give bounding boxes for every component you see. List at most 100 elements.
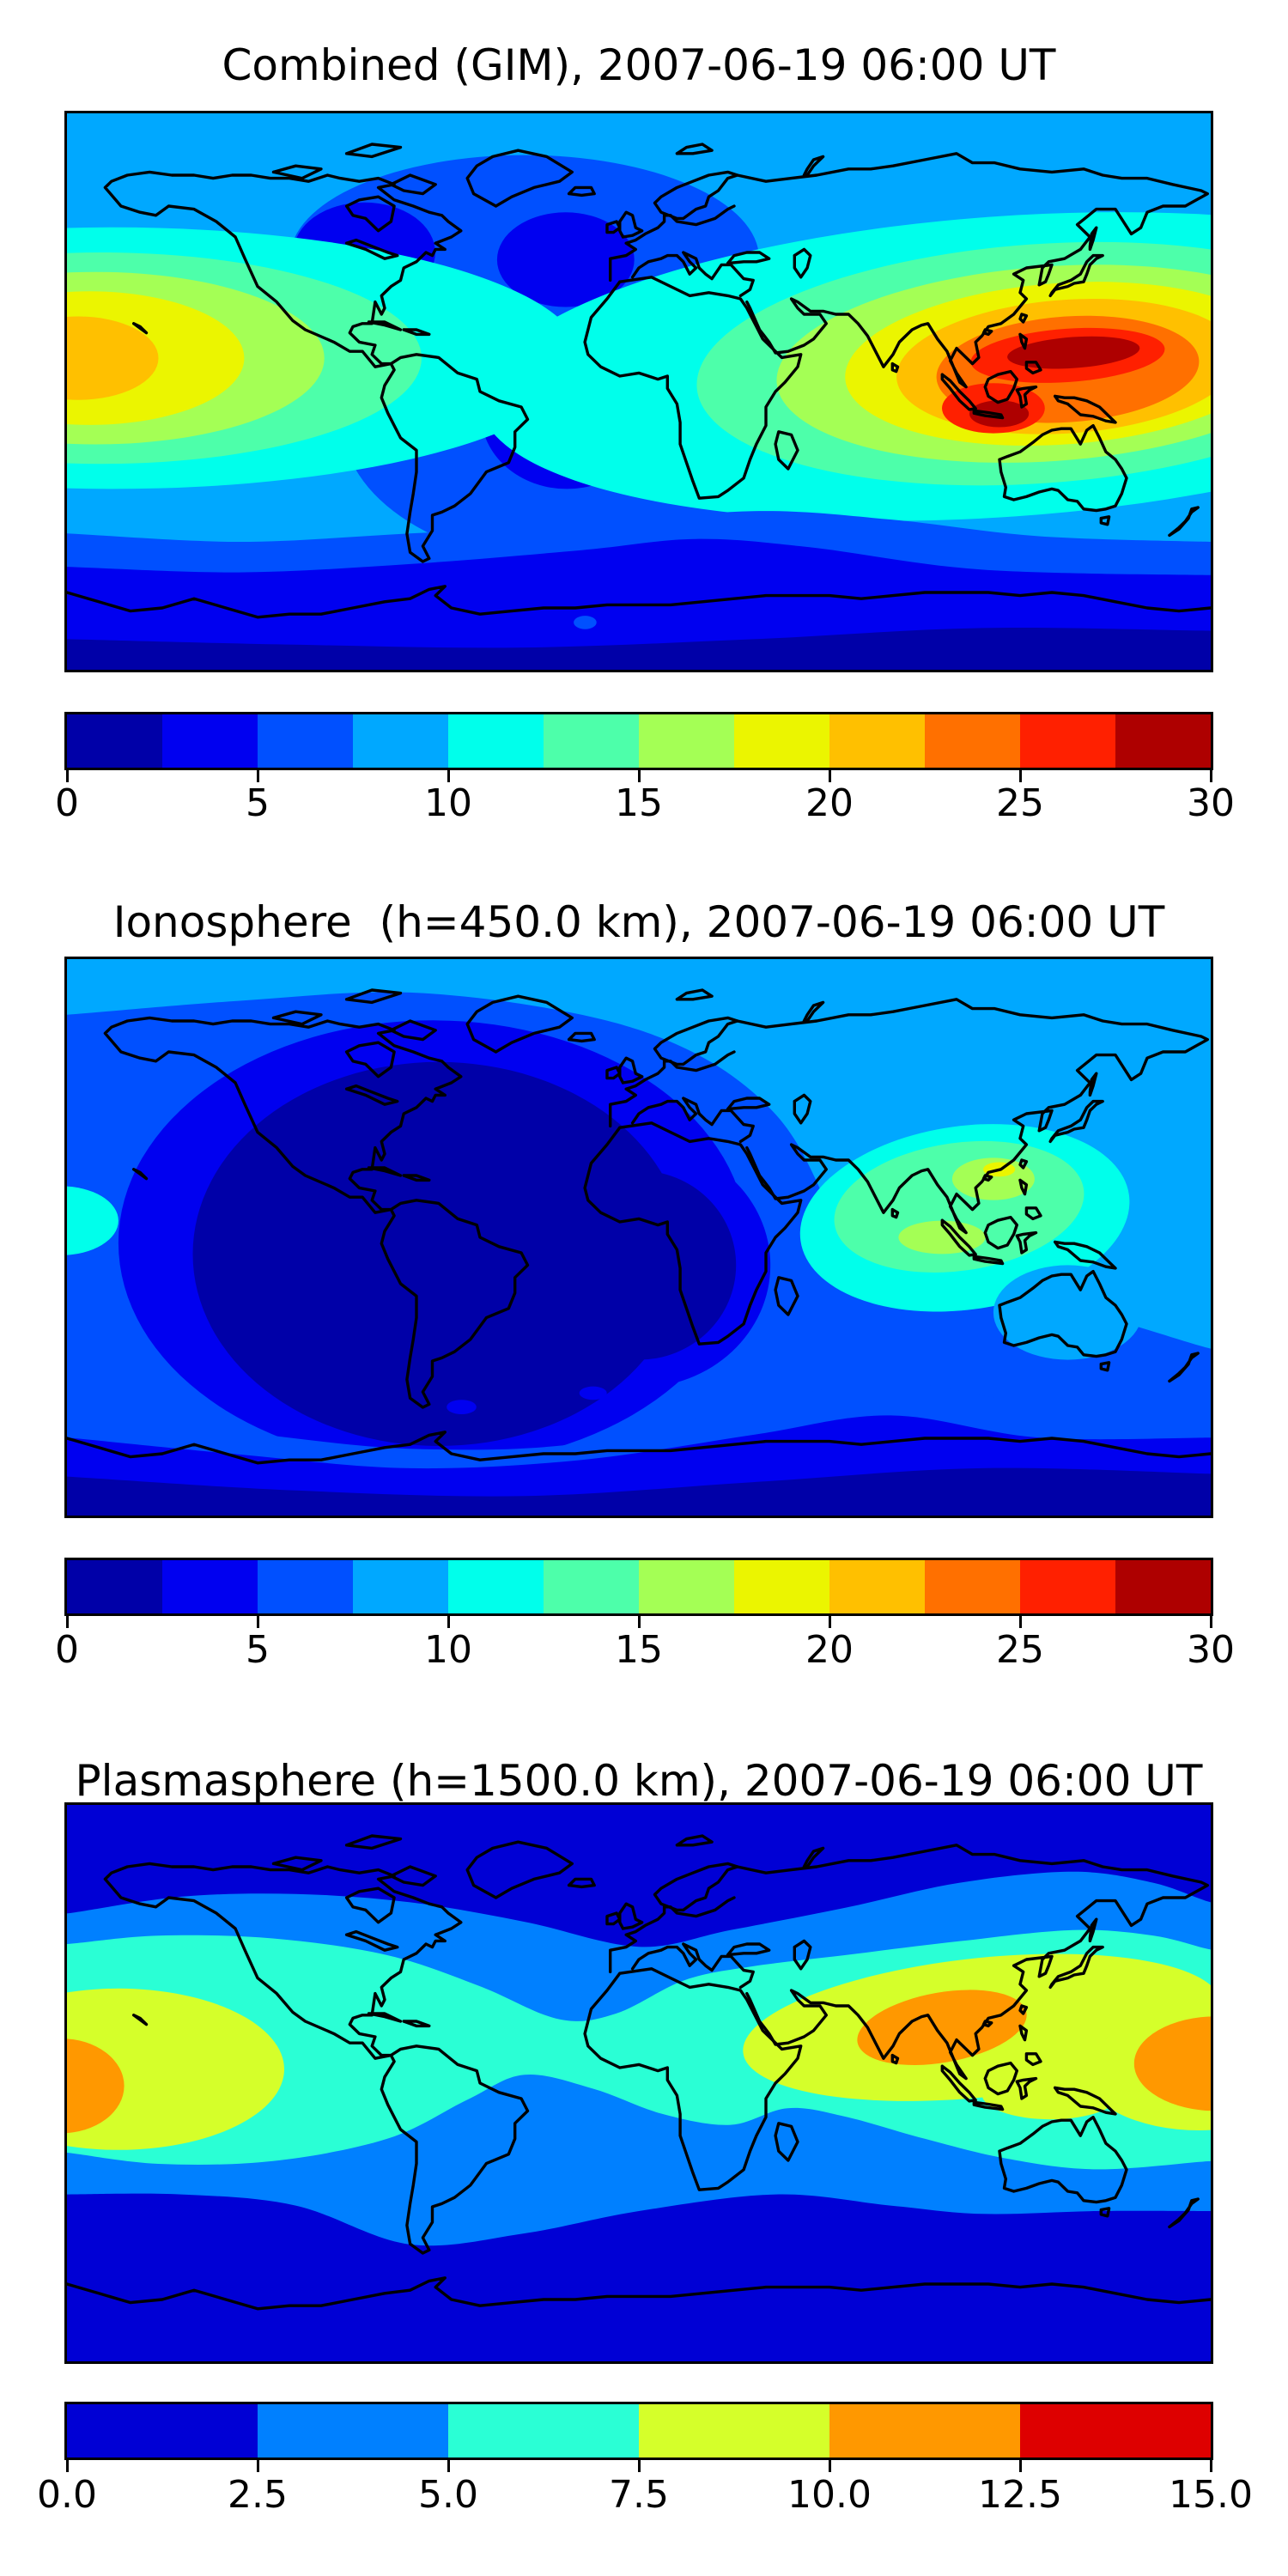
contour-band [574, 616, 597, 629]
colorbar-tick [637, 2460, 641, 2472]
contour-band [981, 2069, 1120, 2120]
colorbar-segment [829, 1560, 925, 1613]
colorbar-tick-label: 0 [55, 1628, 79, 1672]
coastline-path [344, 988, 403, 1005]
coastline-path [605, 1066, 622, 1080]
contour-band [67, 1988, 284, 2150]
coastlines [67, 988, 1211, 1465]
coastline-path [67, 1431, 1211, 1465]
coastline-path [465, 149, 574, 208]
colorbar-tick-label: 20 [805, 781, 854, 825]
coastline-path [344, 195, 396, 233]
coastline-path [1168, 506, 1200, 538]
world-map-combined [64, 111, 1213, 672]
colorbar-segment [67, 2404, 258, 2458]
contour-map-svg-combined [67, 113, 1211, 670]
contour-band [857, 1990, 1027, 2065]
colorbar-combined [64, 712, 1213, 770]
coastline-path [793, 1939, 812, 1971]
coastline-path [1015, 2076, 1038, 2100]
colorbar-tick-label: 5.0 [418, 2473, 478, 2517]
coastline-path [367, 1166, 403, 1177]
colorbar-tick-label: 10 [424, 781, 472, 825]
coastline-path [1024, 1206, 1042, 1221]
coastline-path [367, 2012, 403, 2023]
coastline-path [567, 1877, 596, 1889]
colorbar-segment [448, 714, 544, 768]
coastline-path [802, 1000, 825, 1023]
colorbar-segment [448, 2404, 639, 2458]
colorbar-tick [1018, 1616, 1022, 1628]
panel-title-ionosphere: Ionosphere (h=450.0 km), 2007-06-19 06:0… [112, 897, 1165, 947]
coastline-path [1018, 2024, 1029, 2042]
coastline-path [802, 1846, 825, 1868]
colorbar-segment [639, 1560, 734, 1613]
coastline-path [793, 247, 812, 279]
colorbar-segment [734, 714, 829, 768]
coastline-path [1018, 332, 1029, 350]
contour-map-svg-ionosphere [67, 959, 1211, 1516]
colorbar-segment [1020, 714, 1115, 768]
coastline-path [983, 369, 1018, 404]
colorbar-tick-label: 10.0 [787, 2473, 872, 2517]
panel-title-plasmasphere: Plasmasphere (h=1500.0 km), 2007-06-19 0… [75, 1756, 1203, 1806]
colorbar-segment [258, 714, 353, 768]
coastline-path [653, 170, 739, 221]
colorbar-tick [637, 1616, 641, 1628]
colorbar-tick [65, 1616, 69, 1628]
coastline-path [774, 1276, 799, 1316]
coastline-path [567, 185, 596, 197]
contour-bands [67, 959, 1211, 1516]
coastlines [67, 1834, 1211, 2311]
contour-band [67, 2038, 125, 2134]
coastline-path [103, 170, 463, 368]
contour-band [67, 316, 159, 400]
coastline-path [940, 2064, 977, 2103]
coastline-path [653, 1016, 739, 1066]
coastline-path [583, 276, 803, 500]
colorbar-tick [256, 770, 259, 782]
coastline-path [1018, 1158, 1029, 1170]
colorbar-segment [544, 1560, 639, 1613]
coastline-path [998, 423, 1128, 513]
coastline-path [972, 2100, 1005, 2111]
coastline-path [1099, 2207, 1111, 2218]
world-map-ionosphere [64, 957, 1213, 1518]
coastline-path [726, 1097, 771, 1111]
coastline-path [1088, 226, 1098, 252]
colorbar-tick [65, 2460, 69, 2472]
coastline-path [1088, 1072, 1098, 1097]
colorbar-segment [67, 714, 162, 768]
coastline-path [1048, 1945, 1104, 1990]
coastline-path [890, 2053, 900, 2065]
colorbar-tick-label: 30 [1187, 1628, 1235, 1672]
colorbar-tick [447, 1616, 450, 1628]
colorbar-segment [1020, 2404, 1211, 2458]
coastline-path [675, 988, 714, 1001]
coastline-path [981, 2020, 993, 2028]
coastline-path [67, 585, 1211, 619]
contour-band [67, 1467, 1211, 1516]
coastline-path [344, 238, 399, 260]
coastline-path [1015, 1230, 1038, 1255]
colorbar-segment [1020, 1560, 1115, 1613]
coastline-path [1018, 1178, 1029, 1196]
coastline-path [389, 1865, 437, 1887]
colorbar-ionosphere [64, 1558, 1213, 1616]
coastline-path [802, 155, 825, 177]
coastline-path [630, 1097, 755, 1144]
coastline-path [1048, 253, 1104, 298]
coastline-path [972, 1255, 1005, 1266]
coastline-path [609, 204, 736, 283]
coastline-path [1048, 1099, 1104, 1144]
colorbar-tick [256, 2460, 259, 2472]
coastline-path [344, 1929, 399, 1952]
coastline-path [344, 1084, 399, 1106]
coastline-path [774, 430, 799, 471]
coastline-path [998, 2115, 1128, 2204]
coastline-path [402, 328, 431, 337]
panel-title-combined: Combined (GIM), 2007-06-19 06:00 UT [222, 40, 1056, 90]
coastline-path [972, 409, 1005, 420]
coastline-path [583, 1967, 803, 2191]
colorbar-segment [829, 714, 925, 768]
